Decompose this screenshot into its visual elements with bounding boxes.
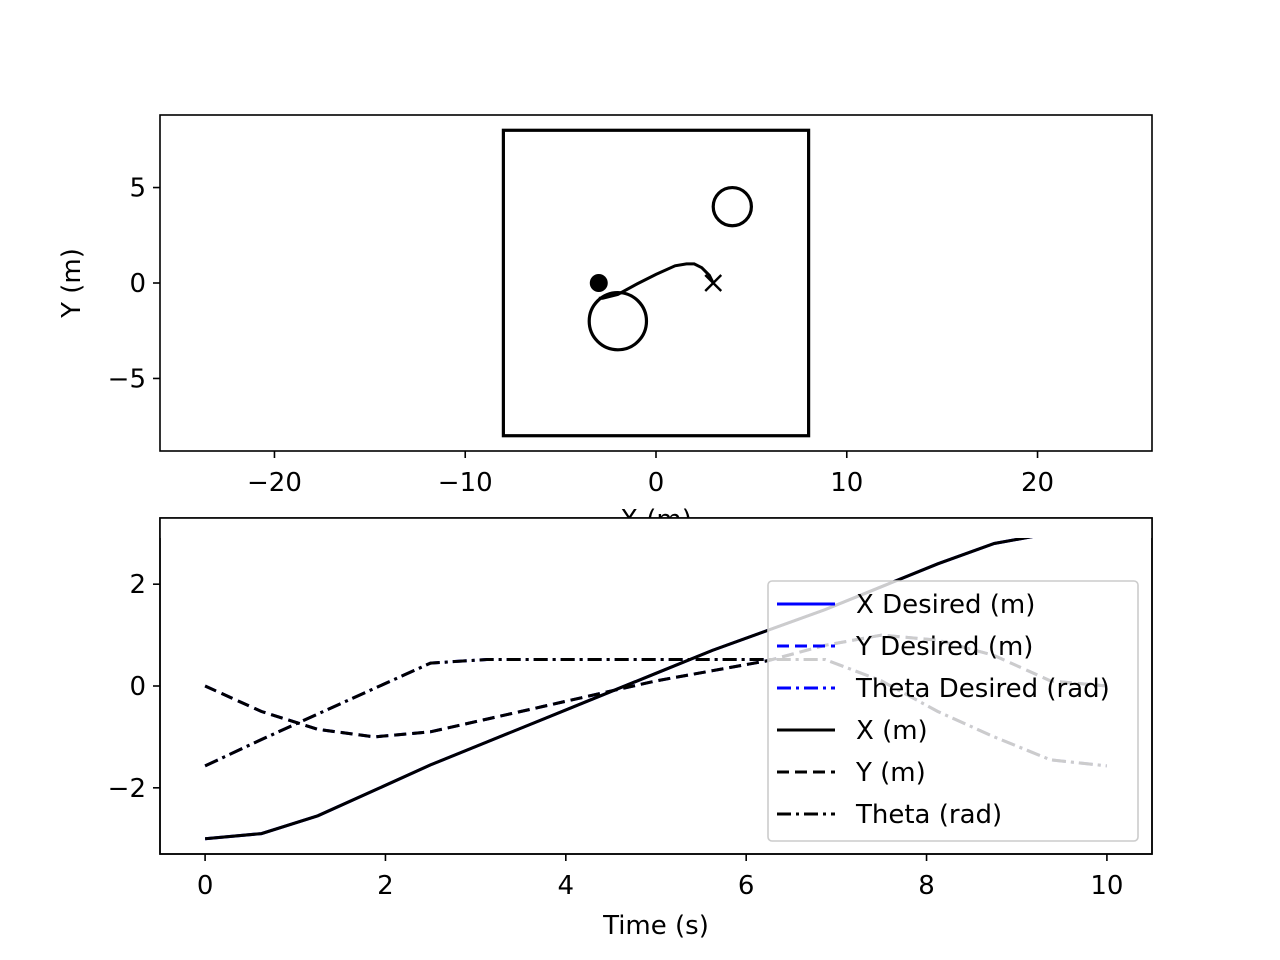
legend-label: Theta Desired (rad) <box>855 674 1110 704</box>
legend-label: Y (m) <box>855 758 926 788</box>
boundary-square <box>501 128 811 438</box>
top-y-ticks: −5 0 5 <box>108 174 160 394</box>
top-x-tick-label: 10 <box>830 468 863 498</box>
bottom-y-ticks: −2 0 2 <box>108 570 160 804</box>
top-y-tick-label: 0 <box>129 269 146 299</box>
bottom-y-tick-label: 2 <box>129 570 146 600</box>
top-y-tick-label: 5 <box>129 174 146 204</box>
top-x-tick-label: 20 <box>1021 468 1054 498</box>
bottom-x-tick-label: 0 <box>197 871 214 901</box>
bottom-x-tick-label: 8 <box>918 871 935 901</box>
bottom-x-ticks: 0 2 4 6 8 10 <box>197 854 1123 901</box>
bottom-y-tick-label: −2 <box>108 774 146 804</box>
top-y-axis-label: Y (m) <box>57 248 87 319</box>
legend-label: X (m) <box>856 716 928 746</box>
bottom-x-tick-label: 10 <box>1090 871 1123 901</box>
start-point-marker <box>589 274 608 292</box>
legend-box <box>767 580 1139 842</box>
bottom-y-tick-label: 0 <box>129 672 146 702</box>
top-x-ticks: −20 −10 0 10 20 <box>247 451 1054 498</box>
state-time-plot: 0 2 4 6 8 10 −2 0 2 Time (s) X Desired (m) Y Des… <box>108 517 1153 941</box>
legend: X Desired (m) Y Desired (m) Theta Desired … <box>767 580 1139 842</box>
bottom-axes-frame-top-edge <box>159 517 1153 855</box>
top-y-tick-label: −5 <box>108 364 146 394</box>
top-x-tick-label: 0 <box>648 468 665 498</box>
top-plot-content <box>501 128 811 438</box>
legend-label: Theta (rad) <box>855 800 1002 830</box>
bottom-x-tick-label: 6 <box>738 871 755 901</box>
obstacle-circle <box>587 290 649 352</box>
legend-label: Y Desired (m) <box>855 632 1033 662</box>
top-x-tick-label: −10 <box>438 468 493 498</box>
bottom-x-axis-label: Time (s) <box>602 911 709 941</box>
bottom-x-tick-label: 2 <box>377 871 394 901</box>
legend-label: X Desired (m) <box>856 590 1035 620</box>
bottom-x-tick-label: 4 <box>558 871 575 901</box>
label-overlap-mask <box>160 518 1152 538</box>
top-x-tick-label: −20 <box>247 468 302 498</box>
series-line-3 <box>204 530 1107 841</box>
trajectory-plot: −20 −10 0 10 20 −5 0 5 Y (m) <box>57 114 1153 498</box>
goal-x-marker <box>704 274 723 292</box>
top-plot-area <box>160 115 1152 451</box>
obstacle-circle <box>711 185 753 228</box>
trajectory-line <box>598 262 715 300</box>
